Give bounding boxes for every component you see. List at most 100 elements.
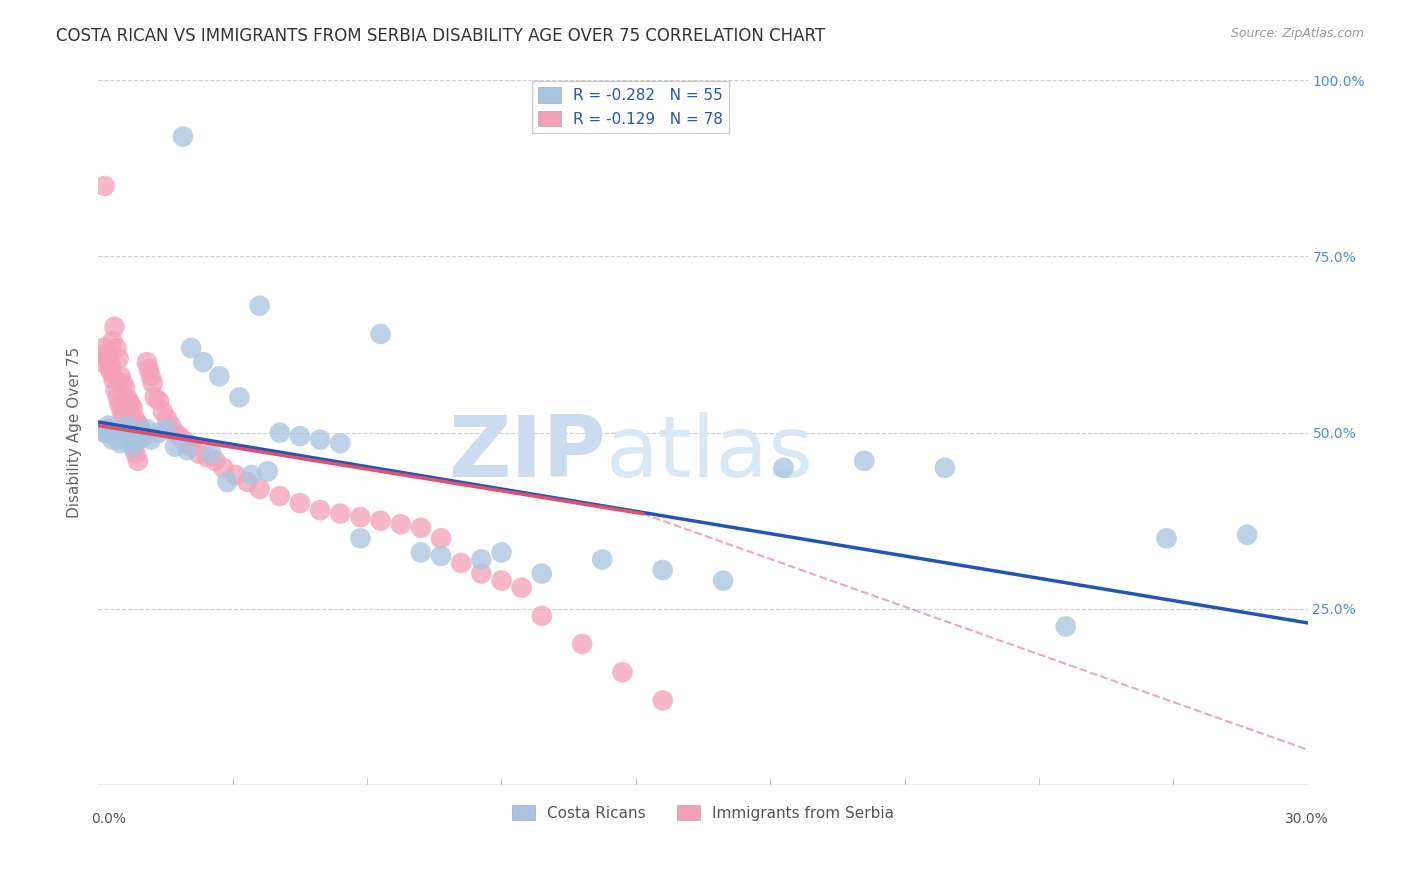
Point (450, 556, 472, 570)
Point (180, 440, 202, 454)
Point (470, 566, 492, 581)
Text: ZIP: ZIP (449, 412, 606, 495)
Point (180, 341, 202, 355)
Y-axis label: Disability Age Over 75: Disability Age Over 75 (67, 347, 83, 518)
Point (103, 373, 125, 387)
Point (117, 418, 139, 433)
Point (139, 433, 162, 447)
Text: 0.0%: 0.0% (91, 812, 127, 826)
Point (107, 351, 129, 366)
Point (114, 429, 136, 443)
Point (105, 425, 128, 440)
Point (200, 447, 222, 461)
Point (176, 436, 198, 450)
Point (269, 425, 291, 440)
Point (651, 563, 673, 577)
Point (389, 517, 412, 532)
Point (139, 369, 162, 384)
Point (236, 475, 259, 489)
Point (530, 566, 553, 581)
Point (132, 425, 155, 440)
Point (114, 380, 136, 394)
Point (172, 129, 194, 144)
Text: Source: ZipAtlas.com: Source: ZipAtlas.com (1230, 27, 1364, 40)
Point (309, 433, 332, 447)
Point (163, 440, 186, 454)
Point (127, 454, 149, 468)
Point (152, 404, 174, 418)
Point (97, 422, 120, 436)
Point (101, 433, 124, 447)
Point (107, 391, 129, 405)
Point (121, 440, 143, 454)
Point (409, 545, 432, 559)
Point (132, 425, 155, 440)
Point (122, 440, 145, 454)
Point (135, 355, 157, 369)
Point (188, 447, 211, 461)
Point (167, 429, 190, 443)
Point (135, 422, 157, 436)
Point (93, 178, 115, 194)
Point (115, 418, 138, 433)
Point (142, 376, 165, 391)
Point (93, 425, 115, 440)
Point (138, 362, 160, 376)
Point (110, 436, 132, 450)
Point (491, 574, 513, 588)
Point (100, 425, 122, 440)
Point (103, 429, 125, 443)
Point (349, 510, 371, 524)
Point (96, 422, 118, 436)
Point (128, 418, 150, 433)
Point (114, 415, 136, 429)
Point (143, 391, 166, 405)
Point (148, 393, 170, 408)
Point (853, 454, 876, 468)
Point (309, 503, 332, 517)
Point (195, 450, 218, 465)
Point (269, 489, 291, 503)
Point (120, 433, 142, 447)
Point (256, 464, 278, 478)
Point (101, 334, 124, 348)
Point (212, 460, 235, 475)
Point (530, 608, 553, 623)
Point (711, 574, 734, 588)
Point (112, 408, 135, 422)
Point (1054, 619, 1077, 633)
Point (349, 532, 371, 546)
Point (129, 422, 152, 436)
Point (1236, 528, 1258, 542)
Point (105, 341, 128, 355)
Point (108, 397, 131, 411)
Point (1156, 532, 1178, 546)
Point (118, 393, 141, 408)
Point (470, 552, 492, 566)
Point (288, 496, 311, 510)
Point (96, 351, 118, 366)
Point (288, 429, 311, 443)
Point (110, 369, 132, 384)
Point (217, 475, 239, 489)
Point (240, 467, 263, 482)
Point (651, 693, 673, 707)
Point (103, 319, 125, 334)
Point (934, 460, 956, 475)
Point (430, 549, 453, 563)
Point (156, 422, 179, 436)
Point (107, 433, 129, 447)
Legend: Costa Ricans, Immigrants from Serbia: Costa Ricans, Immigrants from Serbia (506, 798, 900, 827)
Point (96, 425, 118, 440)
Point (370, 326, 392, 341)
Point (91, 341, 114, 355)
Point (156, 411, 179, 425)
Text: atlas: atlas (606, 412, 814, 495)
Point (491, 545, 513, 559)
Point (176, 443, 198, 458)
Point (204, 454, 226, 468)
Point (134, 429, 156, 443)
Point (193, 355, 215, 369)
Point (124, 447, 146, 461)
Point (104, 384, 127, 398)
